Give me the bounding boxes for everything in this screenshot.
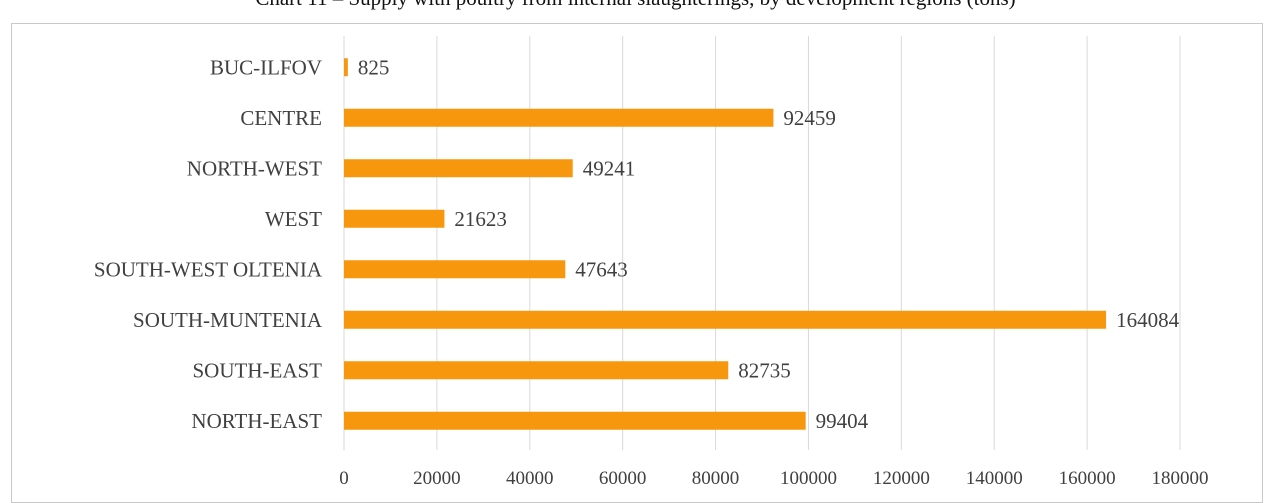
bar xyxy=(344,411,806,430)
y-category-label: NORTH-EAST xyxy=(191,409,322,433)
bar xyxy=(344,108,774,127)
y-category-label: SOUTH-WEST OLTENIA xyxy=(94,257,323,281)
x-tick-label: 120000 xyxy=(873,468,930,489)
data-label: 21623 xyxy=(454,207,507,231)
x-tick-label: 20000 xyxy=(413,468,461,489)
y-category-label: NORTH-WEST xyxy=(187,156,322,180)
bar xyxy=(344,209,445,228)
x-tick-label: 0 xyxy=(339,468,349,489)
x-tick-label: 160000 xyxy=(1059,468,1116,489)
x-tick-label: 40000 xyxy=(506,468,554,489)
data-label: 82735 xyxy=(738,358,791,382)
bar xyxy=(344,159,573,178)
data-label: 92459 xyxy=(783,106,836,130)
x-tick-label: 60000 xyxy=(599,468,647,489)
y-category-label: BUC-ILFOV xyxy=(210,55,322,79)
data-label: 49241 xyxy=(583,156,636,180)
y-category-label: SOUTH-EAST xyxy=(193,358,323,382)
y-category-label: WEST xyxy=(265,207,322,231)
bar xyxy=(344,310,1107,329)
bar xyxy=(344,58,348,77)
y-category-label: CENTRE xyxy=(240,106,322,130)
data-label: 47643 xyxy=(575,257,628,281)
bar xyxy=(344,361,729,380)
y-category-label: SOUTH-MUNTENIA xyxy=(133,308,323,332)
data-label: 99404 xyxy=(816,409,869,433)
x-tick-label: 140000 xyxy=(966,468,1023,489)
chart-caption: Chart 11 – Supply with poultry from inte… xyxy=(0,0,1271,11)
x-tick-label: 100000 xyxy=(780,468,837,489)
bar xyxy=(344,260,566,279)
data-label: 164084 xyxy=(1116,308,1180,332)
x-tick-label: 180000 xyxy=(1152,468,1209,489)
data-label: 825 xyxy=(358,55,390,79)
x-tick-label: 80000 xyxy=(692,468,740,489)
